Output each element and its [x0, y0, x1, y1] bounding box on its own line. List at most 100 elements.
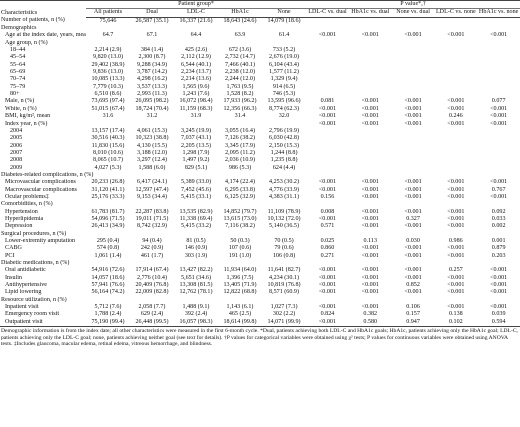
cell: <0.001: [490, 193, 508, 200]
cell: 461 (1.7): [140, 252, 164, 259]
header-cell: Characteristics: [0, 0, 86, 18]
cell: 8,010 (10.6): [93, 149, 123, 156]
cell: [306, 150, 349, 157]
cell: <0.001: [447, 274, 465, 281]
table-row: Age at the index date, years, mean 64.7 67…: [0, 32, 520, 39]
table-row: 2009 4,027 (5.3) 1,588 (6.0) 829 (5.1) 986 (…: [0, 165, 520, 172]
cell: [306, 47, 349, 54]
cell: 303 (1.9): [184, 252, 208, 259]
cell: 26,095 (98.2): [135, 98, 169, 105]
cell: 0.271: [320, 252, 335, 259]
cell: 81 (0.5): [186, 238, 206, 244]
cell: 19,011 (71.5): [135, 215, 169, 222]
cell: 26,448 (99.5): [130, 318, 174, 328]
cell: [306, 76, 349, 83]
cell: 26,413 (34.9): [91, 223, 125, 230]
cell: <0.001: [318, 120, 337, 127]
cell: <0.001: [447, 98, 465, 105]
cell: [306, 135, 349, 142]
cell: <0.001: [404, 186, 422, 193]
cell: 0.203: [491, 252, 506, 259]
row-label: Depression: [5, 223, 33, 230]
row-label: 2008: [10, 157, 23, 164]
cell: 2,676 (19.0): [269, 54, 300, 61]
cell: 12,597 (47.4): [135, 186, 169, 193]
cell: 8,065 (10.7): [93, 157, 123, 164]
cell: [477, 165, 520, 172]
cell: 13,308 (81.5): [179, 282, 213, 289]
cell: 2,214 (13.6): [181, 76, 211, 83]
cell: [392, 54, 435, 61]
cell: 0.246: [448, 113, 463, 120]
cell: <0.001: [404, 120, 422, 127]
table-row: Age group, n (%): [0, 40, 520, 47]
cell: [306, 62, 349, 69]
cell: 2,058 (7.7): [138, 304, 166, 311]
cell: 18,614 (99.8): [218, 318, 262, 328]
cell: [349, 135, 392, 142]
cell: 4,061 (15.3): [137, 127, 167, 134]
cell: 7,452 (45.6): [181, 186, 211, 193]
cell: 2,205 (13.5): [181, 142, 211, 149]
cell: 0.824: [320, 311, 335, 318]
cell: [477, 40, 520, 47]
cell: 31.2: [146, 113, 158, 120]
table-row: CABG 574 (0.8) 242 (0.9) 146 (0.9) 107 (0.6)…: [0, 245, 520, 252]
cell: [306, 17, 349, 25]
cell: 0.138: [448, 311, 463, 318]
cell: 20,409 (76.8): [135, 282, 169, 289]
cell: <0.001: [318, 282, 337, 289]
cell: 0.852: [406, 282, 420, 289]
cell: 107 (0.6): [228, 245, 252, 252]
cell: [434, 69, 477, 76]
cell: 3,537 (13.3): [137, 83, 167, 90]
cell: 8,742 (32.9): [137, 223, 167, 230]
cell: 1,488 (9.1): [182, 304, 210, 311]
cell: [477, 135, 520, 142]
cell: <0.001: [447, 105, 465, 112]
row-label: Oral antidiabetic: [5, 267, 46, 274]
cell: 16,072 (98.4): [179, 98, 213, 105]
cell: 0.077: [491, 98, 506, 105]
cell: 2,234 (13.7): [181, 69, 211, 76]
column-header: LDL-C: [174, 8, 218, 18]
cell: [392, 143, 435, 150]
cell: [392, 47, 435, 54]
cell: 1,235 (8.8): [270, 157, 298, 164]
cell: 1,143 (6.1): [226, 304, 254, 311]
cell: <0.001: [490, 267, 508, 274]
cell: <0.001: [361, 252, 379, 259]
cell: 5,651 (34.6): [181, 274, 211, 281]
cell: 0.106: [406, 304, 420, 311]
row-label: PCI: [5, 252, 15, 259]
cell: 0.025: [320, 238, 335, 244]
cell: 17,933 (96.2): [223, 98, 257, 105]
table-row: Outpatient visit 75,190 (99.4) 26,448 (99.…: [0, 318, 520, 328]
cell: 3,188 (12.0): [137, 149, 167, 156]
cell: 63.9: [234, 32, 246, 39]
cell: 17,914 (67.4): [135, 267, 169, 274]
cell: [392, 128, 435, 135]
table-row: 2006 11,830 (15.6) 4,130 (15.5) 2,205 (13.5…: [0, 143, 520, 150]
cell: 0.002: [491, 223, 506, 230]
cell: <0.001: [318, 215, 337, 222]
row-label: Insulin: [5, 274, 22, 281]
cell: 1,763 (9.5): [226, 83, 254, 90]
cell: 29,402 (38.9): [91, 61, 125, 68]
cell: 0.102: [434, 318, 478, 328]
cell: 2,300 (8.7): [138, 54, 166, 61]
row-label: Number of patients, n (%): [1, 17, 65, 24]
cell: [306, 54, 349, 61]
cell: 11,338 (69.4): [179, 215, 213, 222]
cell: 9,153 (34.4): [137, 193, 167, 200]
cell: 106 (0.8): [272, 252, 296, 259]
table-row: 45–54 9,820 (13.0) 2,300 (8.7) 2,112 (12.9)…: [0, 54, 520, 61]
cell: [130, 121, 174, 128]
cell: [434, 47, 477, 54]
cell: 11,641 (82.7): [267, 267, 301, 274]
cell: [434, 40, 477, 47]
cell: 1,788 (2.4): [94, 311, 122, 318]
cell: <0.001: [361, 105, 379, 112]
cell: [434, 143, 477, 150]
cell: [477, 47, 520, 54]
